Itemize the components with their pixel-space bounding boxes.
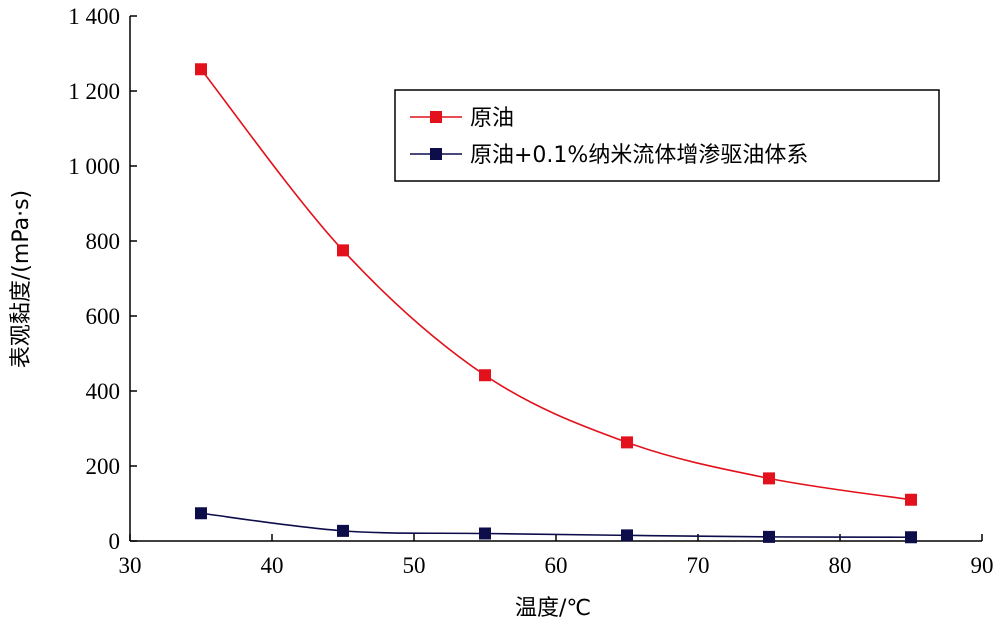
series-1 [195,63,917,506]
data-point [905,531,917,544]
legend-box [394,89,940,182]
legend-marker [430,148,442,160]
data-point [195,63,207,76]
data-point [621,529,633,542]
x-tick-label: 50 [403,553,426,578]
data-point [763,472,775,485]
y-tick-label: 200 [86,454,121,479]
x-axis-title: 温度/℃ [515,596,591,621]
x-tick-label: 70 [687,553,710,578]
y-tick-label: 0 [109,529,121,554]
y-tick-label: 400 [86,379,121,404]
legend-marker [430,111,442,123]
y-tick-label: 800 [86,229,121,254]
x-tick-label: 60 [545,553,568,578]
y-axis-title: 表观黏度/(mPa·s) [9,190,34,368]
data-point [621,436,633,449]
y-tick-label: 1 200 [68,79,120,104]
series-2 [195,507,917,544]
y-tick-label: 1 400 [68,4,120,29]
x-tick-label: 90 [971,553,994,578]
axes: 0 200 400 600 800 1 000 1 200 1 400 30 40 50 60 70 80… [68,4,993,578]
data-point [337,524,349,537]
data-point [763,530,775,543]
x-tick-label: 80 [829,553,852,578]
series-layer [195,63,917,544]
data-point [479,369,491,382]
legend-label: 原油 [470,106,514,131]
x-tick-label: 30 [119,553,142,578]
y-tick-label: 600 [86,304,121,329]
data-point [195,507,207,520]
legend-label: 原油+0.1%纳米流体增渗驱油体系 [470,143,808,168]
data-point [337,244,349,257]
data-point [905,493,917,506]
y-tick-label: 1 000 [68,154,120,179]
series-line [200,512,912,539]
x-tick-label: 40 [261,553,284,578]
data-point [479,527,491,540]
